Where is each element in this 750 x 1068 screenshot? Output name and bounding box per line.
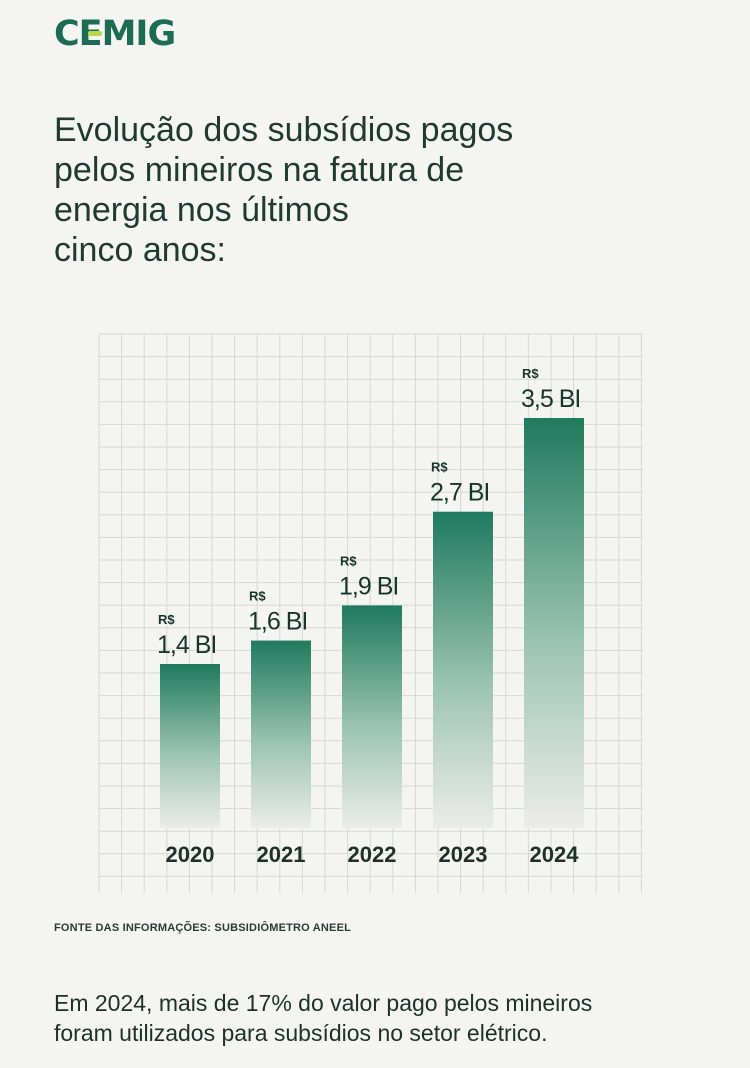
logo-accent-bar bbox=[88, 31, 102, 36]
headline-line: cinco anos: bbox=[54, 231, 226, 269]
chart-bars: R$ 1,4 BI 2020 R$ 1,6 BI 2021 R$ 1,9 BI 2022 R$ 2,… bbox=[157, 366, 584, 867]
x-tick-label: 2024 bbox=[530, 842, 580, 867]
bar bbox=[342, 605, 402, 828]
bar bbox=[433, 511, 493, 828]
bar-value-label: 2,7 BI bbox=[430, 479, 489, 507]
x-tick-label: 2022 bbox=[348, 842, 397, 867]
bar-currency-label: R$ bbox=[158, 612, 175, 627]
bar bbox=[251, 640, 311, 828]
chart-headline: Evolução dos subsídios pagos pelos minei… bbox=[54, 110, 614, 270]
logo-wordmark: CEMIG bbox=[54, 14, 176, 54]
bar-currency-label: R$ bbox=[522, 366, 539, 381]
source-note: FONTE DAS INFORMAÇÕES: SUBSIDIÔMETRO ANE… bbox=[54, 922, 352, 934]
cemig-logo: CEMIG bbox=[54, 14, 194, 54]
bar-currency-label: R$ bbox=[340, 553, 357, 568]
bar-group: R$ 1,6 BI 2021 bbox=[248, 589, 311, 867]
bar bbox=[160, 664, 220, 828]
bar-group: R$ 1,4 BI 2020 bbox=[157, 612, 220, 867]
bar bbox=[524, 418, 584, 828]
x-tick-label: 2023 bbox=[439, 842, 488, 867]
bar-value-label: 3,5 BI bbox=[521, 385, 580, 413]
headline-line: energia nos últimos bbox=[54, 191, 349, 229]
footnote: Em 2024, mais de 17% do valor pago pelos… bbox=[54, 988, 714, 1048]
bar-group: R$ 1,9 BI 2022 bbox=[339, 553, 402, 867]
footnote-line: foram utilizados para subsídios no setor… bbox=[54, 1020, 548, 1046]
x-tick-label: 2020 bbox=[166, 842, 215, 867]
bar-value-label: 1,4 BI bbox=[157, 631, 216, 659]
headline-line: pelos mineiros na fatura de bbox=[54, 151, 465, 189]
footnote-line: Em 2024, mais de 17% do valor pago pelos… bbox=[54, 990, 593, 1016]
bar-currency-label: R$ bbox=[431, 460, 448, 475]
x-tick-label: 2021 bbox=[257, 842, 306, 867]
bar-value-label: 1,9 BI bbox=[339, 572, 398, 600]
bar-group: R$ 2,7 BI 2023 bbox=[430, 460, 493, 867]
bar-group: R$ 3,5 BI 2024 bbox=[521, 366, 584, 867]
bar-currency-label: R$ bbox=[249, 589, 266, 604]
bar-value-label: 1,6 BI bbox=[248, 608, 307, 636]
headline-line: Evolução dos subsídios pagos bbox=[54, 111, 514, 149]
